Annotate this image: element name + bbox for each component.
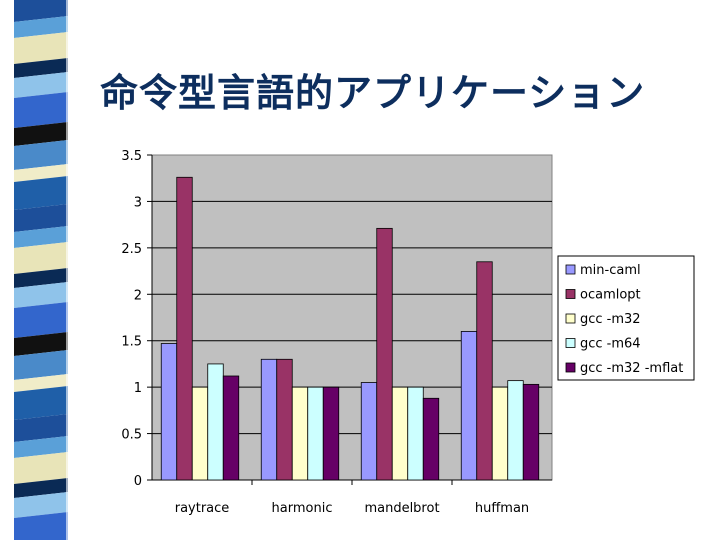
- stripe-band: [14, 32, 68, 64]
- y-tick-label: 3.5: [121, 149, 142, 164]
- x-tick-label: harmonic: [272, 501, 333, 516]
- stripe-band: [14, 282, 68, 308]
- stripe-shadow: [66, 0, 80, 540]
- bar-raytrace-min-caml: [160, 343, 178, 481]
- bar-raytrace-gcc-m32: [191, 386, 209, 481]
- bar-harmonic-min-caml: [260, 358, 278, 481]
- legend-label: gcc -m32 -mflat: [580, 361, 683, 376]
- stripe-band: [14, 302, 68, 338]
- stripe-band: [14, 58, 68, 78]
- stripe-band: [14, 122, 68, 146]
- y-tick-label: 0: [134, 474, 142, 489]
- legend-label: ocamlopt: [580, 288, 641, 303]
- bar-huffman-ocamlopt: [476, 261, 493, 481]
- bar-harmonic-ocamlopt: [276, 358, 293, 481]
- stripe-band: [14, 386, 68, 420]
- legend-swatch: [565, 289, 576, 299]
- bar-mandelbrot-gcc-m32-mflat: [422, 397, 440, 481]
- y-tick-label: 2.5: [121, 242, 142, 257]
- stripe-band: [14, 204, 68, 232]
- bar-raytrace-gcc-m32-mflat: [222, 375, 240, 481]
- stripe-band: [14, 478, 68, 498]
- x-tick-label: raytrace: [175, 501, 230, 516]
- slide-title: 命令型言語的アプリケーション: [100, 71, 646, 115]
- bar-mandelbrot-gcc-m64: [407, 386, 424, 481]
- stripe-band: [14, 242, 68, 274]
- bar-mandelbrot-ocamlopt: [376, 227, 393, 481]
- bar-huffman-gcc-m32: [491, 386, 509, 481]
- stripe-band: [14, 226, 68, 248]
- bar-raytrace-gcc-m64: [207, 363, 224, 481]
- bar-mandelbrot-min-caml: [360, 382, 378, 481]
- stripe-band: [14, 332, 68, 356]
- legend-swatch: [565, 264, 576, 275]
- stripe-band: [14, 140, 68, 170]
- stripe-band: [14, 0, 68, 22]
- stripe-band: [14, 414, 68, 442]
- legend-swatch: [565, 338, 576, 348]
- legend-swatch: [565, 362, 576, 373]
- bar-harmonic-gcc-m64: [307, 386, 324, 481]
- stripe-band: [14, 16, 68, 38]
- stripe-band: [14, 492, 68, 518]
- bar-harmonic-gcc-m32: [291, 386, 309, 481]
- stripe-band: [14, 268, 68, 288]
- stripe-band: [14, 350, 68, 380]
- bar-harmonic-gcc-m32-mflat: [322, 386, 340, 481]
- legend-label: gcc -m32: [580, 312, 641, 327]
- legend-label: gcc -m64: [580, 337, 641, 352]
- bar-raytrace-ocamlopt: [176, 176, 193, 481]
- bar-huffman-min-caml: [460, 331, 478, 481]
- y-tick-label: 0.5: [121, 428, 142, 443]
- x-tick-label: huffman: [475, 501, 529, 516]
- stripe-band: [14, 72, 68, 98]
- stripe-band: [14, 452, 68, 484]
- stripe-band: [14, 176, 68, 210]
- y-tick-label: 2: [134, 288, 142, 303]
- stripe-band: [14, 92, 68, 128]
- legend-label: min-caml: [580, 263, 641, 278]
- bar-huffman-gcc-m64: [507, 380, 524, 481]
- stripe-band: [14, 512, 68, 540]
- y-tick-label: 3: [134, 195, 142, 210]
- bar-huffman-gcc-m32-mflat: [522, 383, 540, 481]
- y-tick-label: 1.5: [121, 335, 142, 350]
- decorative-stripe: [14, 0, 80, 540]
- x-tick-label: mandelbrot: [364, 501, 439, 516]
- legend-swatch: [565, 313, 576, 324]
- bar-mandelbrot-gcc-m32: [391, 386, 409, 481]
- legend: [557, 255, 695, 381]
- stripe-band: [14, 436, 68, 458]
- y-tick-label: 1: [134, 381, 142, 396]
